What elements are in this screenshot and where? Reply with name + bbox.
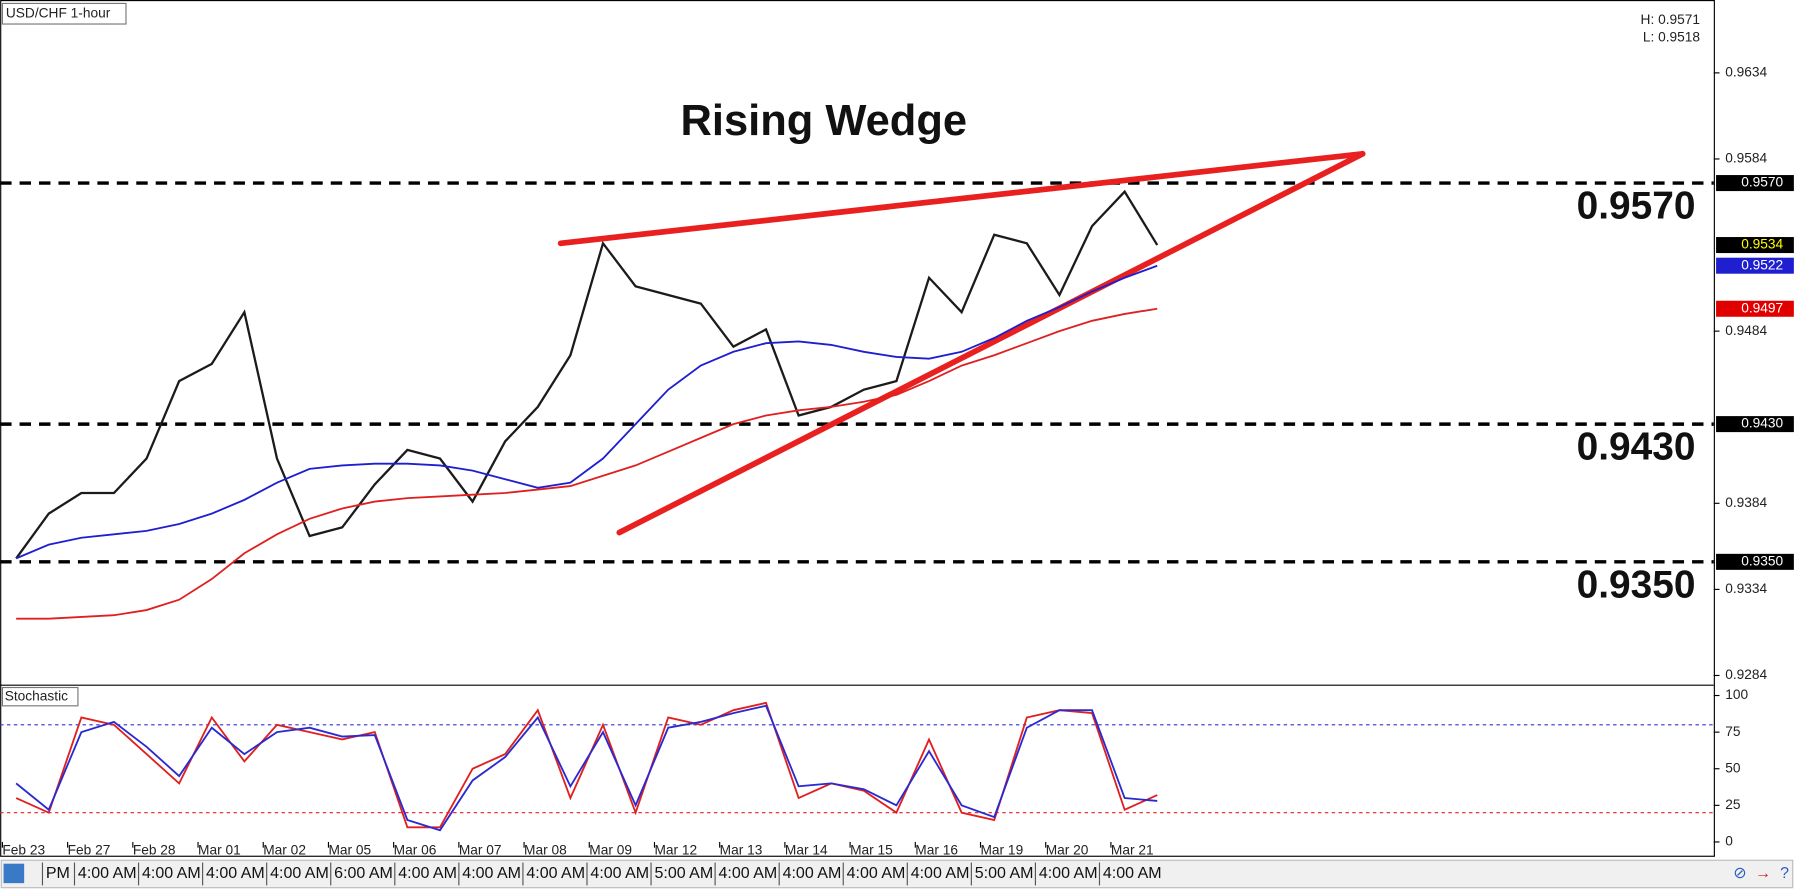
plot-frame <box>0 0 1715 857</box>
y-tick-label: 100 <box>1725 687 1748 702</box>
x-tick-label: Mar 15 <box>850 843 893 858</box>
level-label: 0.9570 <box>1577 185 1696 228</box>
y-tick-label: 0.9284 <box>1725 667 1767 682</box>
y-tick-label: 0.9484 <box>1725 323 1767 338</box>
session-label: 4:00 AM <box>590 865 649 882</box>
x-tick-label: Feb 27 <box>68 843 111 858</box>
x-tick-label: Mar 19 <box>981 843 1024 858</box>
session-strip <box>0 859 1794 889</box>
price-marker-label: 0.9430 <box>1741 416 1783 431</box>
y-tick-label: 50 <box>1725 760 1741 775</box>
x-tick-label: Mar 16 <box>915 843 958 858</box>
session-label: 4:00 AM <box>142 865 201 882</box>
session-label: 4:00 AM <box>462 865 521 882</box>
indicator-box <box>1 686 79 707</box>
price-marker <box>1716 175 1794 192</box>
x-tick-label: Mar 02 <box>263 843 306 858</box>
price-marker-label: 0.9534 <box>1741 237 1783 252</box>
level-label: 0.9350 <box>1577 563 1696 606</box>
x-tick-label: Mar 14 <box>785 843 828 858</box>
x-tick-label: Mar 21 <box>1111 843 1154 858</box>
level-label: 0.9430 <box>1577 426 1696 469</box>
y-tick-label: 0.9634 <box>1725 65 1767 80</box>
session-label: 4:00 AM <box>398 865 457 882</box>
link-icon[interactable]: ⊘ <box>1733 865 1746 882</box>
x-tick-label: Mar 01 <box>198 843 241 858</box>
x-tick-label: Feb 28 <box>133 843 176 858</box>
low-label: L: 0.9518 <box>1643 29 1701 44</box>
session-label: 4:00 AM <box>783 865 842 882</box>
x-tick-label: Mar 20 <box>1046 843 1089 858</box>
session-label: 4:00 AM <box>270 865 329 882</box>
trendline <box>557 150 1366 247</box>
indicator-line <box>15 704 1158 832</box>
x-tick-label: Mar 09 <box>589 843 632 858</box>
chart-title: Rising Wedge <box>680 97 967 145</box>
price-marker <box>1716 237 1794 254</box>
indicator-line <box>16 307 1158 620</box>
session-label: PM <box>46 865 70 882</box>
x-tick-label: Mar 06 <box>394 843 437 858</box>
trendline <box>616 150 1366 536</box>
session-label: 6:00 AM <box>334 865 393 882</box>
session-label: 4:00 AM <box>911 865 970 882</box>
y-tick-label: 0.9584 <box>1725 151 1767 166</box>
x-tick-label: Mar 07 <box>459 843 502 858</box>
help-icon[interactable]: ? <box>1780 865 1789 882</box>
y-tick-label: 25 <box>1725 797 1741 812</box>
session-label: 4:00 AM <box>78 865 137 882</box>
session-label: 4:00 AM <box>206 865 265 882</box>
session-label: 4:00 AM <box>719 865 778 882</box>
session-label: 4:00 AM <box>847 865 906 882</box>
high-label: H: 0.9571 <box>1641 12 1700 27</box>
x-tick-label: Mar 05 <box>328 843 371 858</box>
menu-icon[interactable] <box>3 863 25 884</box>
indicator-title: Stochastic <box>5 688 68 703</box>
indicator-line <box>15 264 1158 560</box>
session-label: 4:00 AM <box>1103 865 1162 882</box>
x-tick-label: Feb 23 <box>2 843 45 858</box>
price-marker <box>1716 300 1794 317</box>
price-marker <box>1716 257 1794 274</box>
x-tick-label: Mar 13 <box>720 843 763 858</box>
symbol-label: USD/CHF 1-hour <box>6 5 111 20</box>
session-label: 4:00 AM <box>526 865 585 882</box>
x-tick-label: Mar 12 <box>654 843 697 858</box>
y-tick-label: 0.9334 <box>1725 581 1767 596</box>
price-line <box>15 189 1159 560</box>
price-marker-label: 0.9350 <box>1741 553 1783 568</box>
session-label: 5:00 AM <box>975 865 1034 882</box>
symbol-box <box>1 2 127 25</box>
price-marker-label: 0.9497 <box>1741 300 1783 315</box>
session-label: 4:00 AM <box>1039 865 1098 882</box>
price-marker-label: 0.9522 <box>1741 257 1783 272</box>
price-marker <box>1716 553 1794 570</box>
session-label: 5:00 AM <box>654 865 713 882</box>
indicator-line <box>15 701 1158 829</box>
price-marker <box>1716 416 1794 433</box>
y-tick-label: 75 <box>1725 724 1741 739</box>
price-marker-label: 0.9570 <box>1741 175 1783 190</box>
y-tick-label: 0.9384 <box>1725 495 1767 510</box>
y-tick-label: 0 <box>1725 834 1733 849</box>
x-tick-label: Mar 08 <box>524 843 567 858</box>
exit-icon[interactable]: → <box>1755 865 1771 882</box>
